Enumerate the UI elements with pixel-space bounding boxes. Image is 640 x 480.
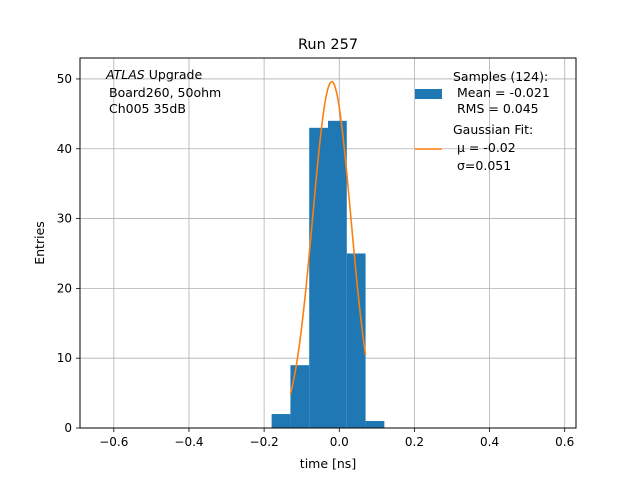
histogram-bar-1 — [290, 365, 310, 428]
y-tick-label-0: 0 — [64, 421, 72, 435]
histogram-bar-4 — [346, 253, 366, 428]
legend-fit-title: Gaussian Fit: — [453, 122, 533, 137]
legend-samples-swatch — [415, 89, 442, 99]
annotation-atlas: ATLAS — [105, 67, 145, 82]
gaussian-fit-curve — [289, 80, 367, 395]
chart-title: Run 257 — [298, 37, 358, 53]
histogram-bar-0 — [271, 414, 291, 428]
legend-samples-mean: Mean = -0.021 — [457, 85, 550, 100]
legend-fit-mu: μ = -0.02 — [457, 140, 516, 155]
annotation-line-2: Board260, 50ohm — [109, 85, 221, 100]
x-tick-label-1: −0.4 — [174, 435, 203, 449]
fit-curve-group — [289, 80, 367, 395]
y-tick-label-4: 40 — [57, 142, 72, 156]
y-tick-label-5: 50 — [57, 72, 72, 86]
annotation-box: ATLAS Upgrade Board260, 50ohm Ch005 35dB — [105, 67, 221, 116]
annotation-upgrade: Upgrade — [149, 67, 203, 82]
y-axis-ticks: 0 10 20 30 40 50 — [57, 72, 80, 435]
legend: Samples (124): Mean = -0.021 RMS = 0.045… — [415, 69, 550, 173]
histogram-bars — [271, 120, 385, 429]
x-tick-label-4: 0.2 — [405, 435, 424, 449]
x-axis-label: time [ns] — [300, 456, 356, 471]
y-axis-label: Entries — [32, 221, 47, 265]
x-axis-ticks: −0.6 −0.4 −0.2 0.0 0.2 0.4 0.6 — [99, 428, 574, 449]
plot-frame — [79, 57, 577, 429]
x-tick-label-3: 0.0 — [330, 435, 349, 449]
y-tick-label-2: 20 — [57, 281, 72, 295]
histogram-bar-2 — [309, 127, 328, 429]
y-tick-label-3: 30 — [57, 212, 72, 226]
histogram-bar-5 — [365, 421, 385, 428]
legend-fit-sigma: σ=0.051 — [457, 158, 511, 173]
x-tick-label-5: 0.4 — [480, 435, 499, 449]
x-tick-label-0: −0.6 — [99, 435, 128, 449]
annotation-line-1: ATLAS Upgrade — [105, 67, 202, 82]
y-tick-label-1: 10 — [57, 351, 72, 365]
annotation-line-3: Ch005 35dB — [109, 101, 186, 116]
x-tick-label-2: −0.2 — [250, 435, 279, 449]
x-tick-label-6: 0.6 — [555, 435, 574, 449]
histogram-bar-3 — [328, 120, 347, 428]
legend-samples-title: Samples (124): — [453, 69, 548, 84]
legend-samples-rms: RMS = 0.045 — [457, 101, 539, 116]
